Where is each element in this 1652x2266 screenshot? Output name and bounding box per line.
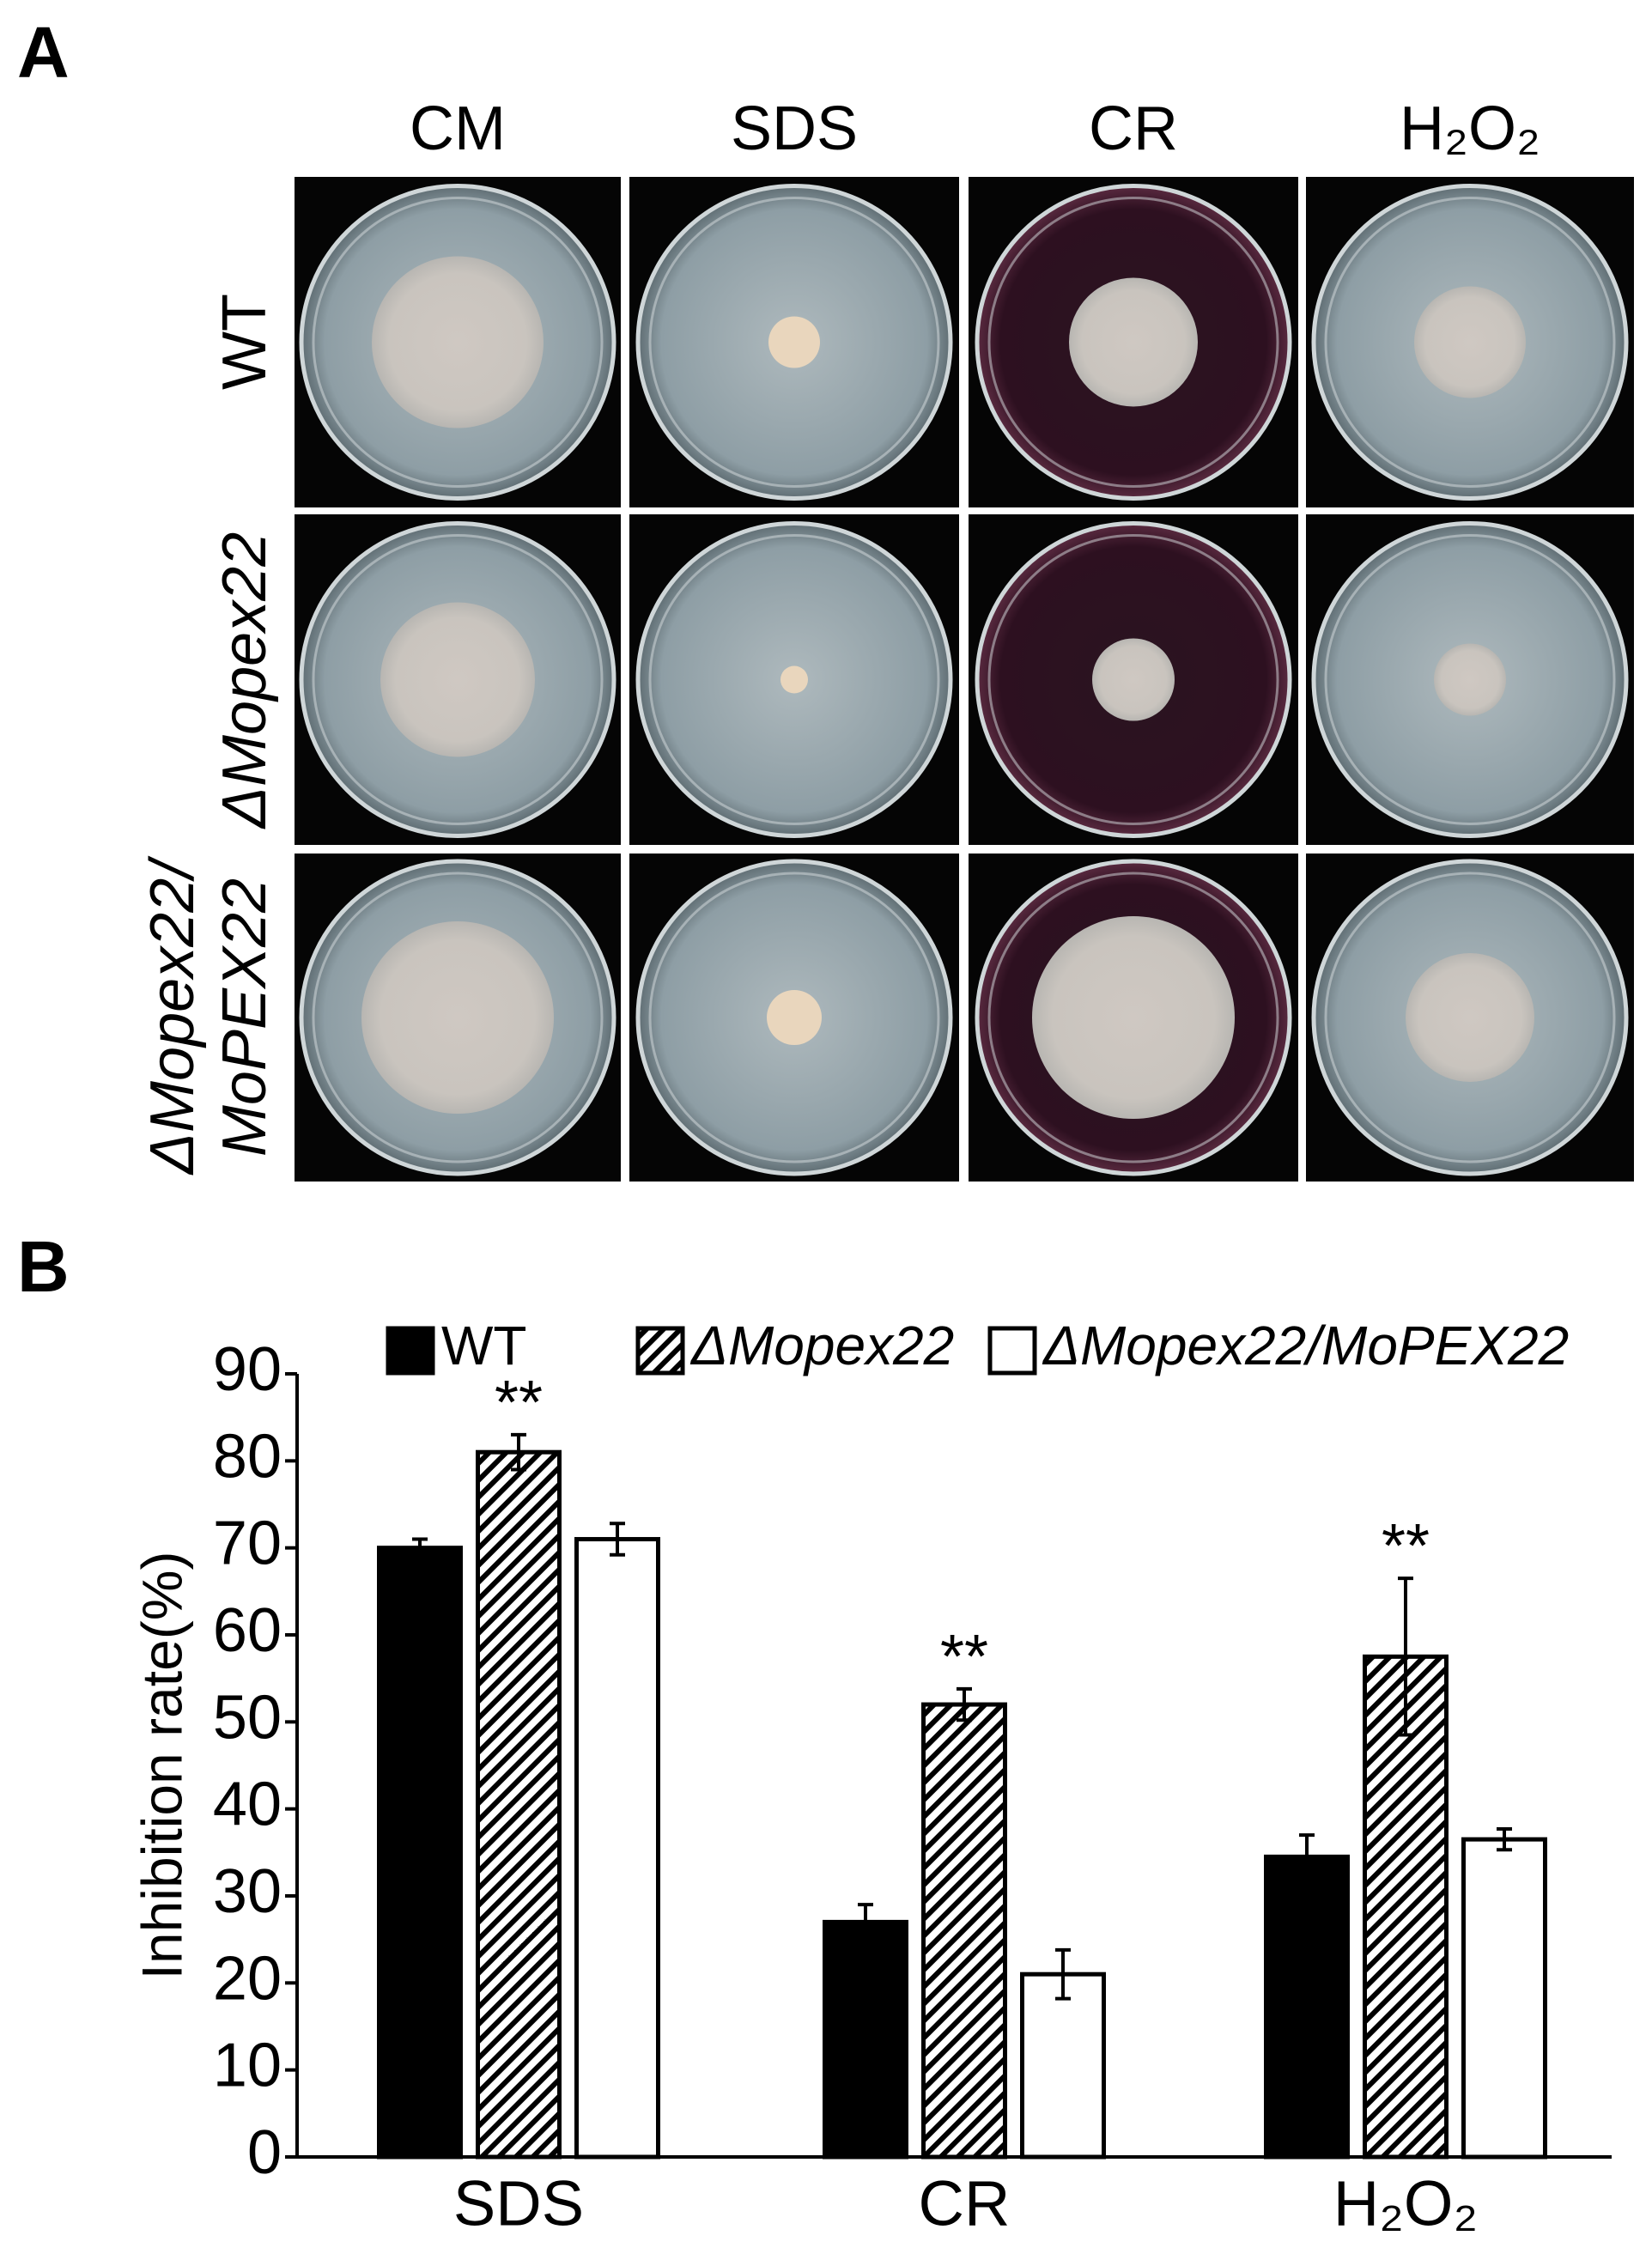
panel-label: B xyxy=(17,1226,70,1307)
y-tick-label: 0 xyxy=(247,2118,282,2187)
petri-rim xyxy=(312,197,604,488)
column-label: CR xyxy=(1089,94,1178,163)
petri-rim xyxy=(1324,872,1616,1163)
x-tick-label: SDS xyxy=(453,2168,584,2239)
significance-label: ** xyxy=(940,1623,988,1692)
colony xyxy=(361,921,554,1114)
error-bar xyxy=(1055,1947,1071,2001)
error-bar xyxy=(1299,1833,1315,1880)
bar xyxy=(574,1537,660,2160)
colony xyxy=(372,256,544,428)
y-tick-label: 40 xyxy=(213,1771,282,1839)
colony xyxy=(1069,277,1198,407)
bar xyxy=(1461,1837,1547,2160)
row-label: WT xyxy=(210,294,279,390)
bar xyxy=(377,1546,463,2160)
colony xyxy=(1434,643,1506,716)
panel-label: A xyxy=(17,12,70,93)
error-bar xyxy=(1398,1576,1413,1737)
row-label: ΔMopex22/ xyxy=(138,855,207,1176)
legend-swatch xyxy=(987,1326,1037,1376)
y-tick-label: 30 xyxy=(213,1857,282,1926)
legend-swatch xyxy=(386,1326,435,1376)
bar xyxy=(1264,1854,1350,2160)
error-bar xyxy=(412,1537,428,1558)
plate-grid xyxy=(295,177,1634,1182)
y-tick-label: 60 xyxy=(213,1596,282,1665)
significance-label: ** xyxy=(495,1369,543,1437)
petri-rim xyxy=(987,872,1279,1163)
legend-label: WT xyxy=(441,1315,527,1376)
error-bar xyxy=(957,1686,972,1722)
petri-rim xyxy=(1324,534,1616,825)
petri-rim xyxy=(312,872,604,1163)
y-tick-label: 20 xyxy=(213,1944,282,2013)
x-tick-label: CR xyxy=(919,2168,1011,2239)
legend-label: ΔMopex22 xyxy=(689,1315,954,1376)
legend-label: ΔMopex22/MoPEX22 xyxy=(1042,1315,1569,1376)
column-label: H₂O₂ xyxy=(1400,94,1540,163)
significance-label: ** xyxy=(1382,1512,1430,1581)
colony xyxy=(1414,286,1526,398)
bar xyxy=(823,1919,908,2160)
bar xyxy=(476,1449,562,2160)
x-tick-label: H₂O₂ xyxy=(1333,2168,1478,2239)
legend-swatch xyxy=(635,1326,685,1376)
colony xyxy=(768,316,820,368)
y-tick-label: 50 xyxy=(213,1683,282,1752)
y-tick-label: 10 xyxy=(213,2032,282,2100)
error-bar xyxy=(858,1903,873,1941)
colony xyxy=(1092,638,1175,721)
colony xyxy=(767,990,822,1045)
error-bar xyxy=(610,1522,625,1557)
colony xyxy=(380,602,535,757)
bar xyxy=(1020,1971,1106,2160)
petri-rim xyxy=(648,197,940,488)
colony xyxy=(1032,916,1235,1119)
petri-rim xyxy=(987,197,1279,488)
error-bar xyxy=(511,1432,526,1472)
colony xyxy=(780,665,808,694)
colony xyxy=(1406,953,1534,1082)
y-tick-label: 80 xyxy=(213,1422,282,1491)
y-tick-label: 90 xyxy=(213,1335,282,1404)
petri-rim xyxy=(1324,197,1616,488)
error-bar xyxy=(1497,1826,1512,1852)
column-label: SDS xyxy=(731,94,858,163)
y-axis-title: Inhibition rate(%) xyxy=(130,1552,193,1980)
row-label: ΔMopex22 xyxy=(210,532,279,830)
row-label: MoPEX22 xyxy=(210,878,279,1157)
petri-rim xyxy=(312,534,604,825)
petri-rim xyxy=(648,872,940,1163)
column-label: CM xyxy=(410,94,506,163)
bar xyxy=(921,1702,1007,2160)
petri-rim xyxy=(987,534,1279,825)
bar xyxy=(1363,1654,1449,2160)
y-tick-label: 70 xyxy=(213,1510,282,1578)
petri-rim xyxy=(648,534,940,825)
